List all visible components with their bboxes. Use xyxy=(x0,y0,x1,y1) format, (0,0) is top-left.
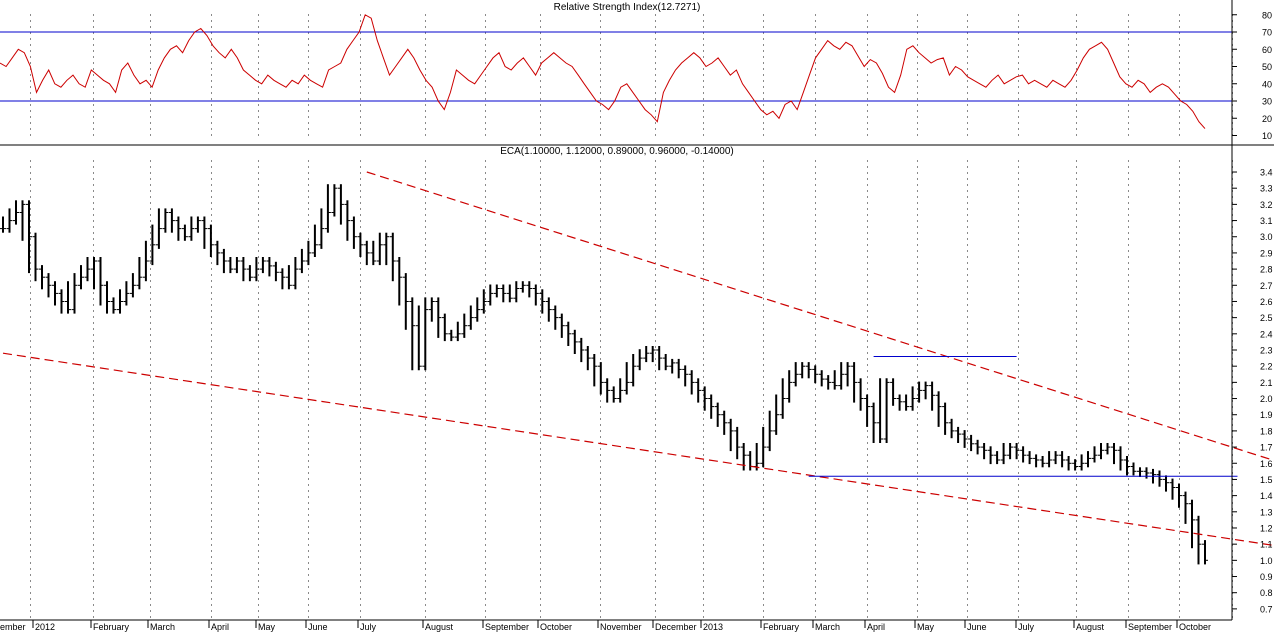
x-tick-label: July xyxy=(1018,622,1035,632)
price-y-tick-label: 1.3 xyxy=(1260,507,1273,517)
price-y-tick-label: 0.7 xyxy=(1260,604,1273,614)
price-y-tick-label: 2.8 xyxy=(1260,265,1273,275)
rsi-y-tick-label: 80 xyxy=(1262,10,1272,20)
price-y-tick-label: 2.2 xyxy=(1260,362,1273,372)
price-y-tick-label: 1.8 xyxy=(1260,426,1273,436)
rsi-y-tick-label: 60 xyxy=(1262,45,1272,55)
x-tick-label: August xyxy=(1076,622,1105,632)
x-tick-label: November xyxy=(600,622,642,632)
x-tick-label: June xyxy=(308,622,328,632)
rsi-title: Relative Strength Index(12.7271) xyxy=(554,2,701,13)
price-y-tick-label: 1.7 xyxy=(1260,443,1273,453)
x-tick-label: July xyxy=(360,622,377,632)
price-y-tick-label: 2.9 xyxy=(1260,248,1273,258)
price-y-tick-label: 2.1 xyxy=(1260,378,1273,388)
trendline xyxy=(2,352,1274,547)
price-y-tick-label: 0.8 xyxy=(1260,588,1273,598)
price-y-axis: 0.7 0.8 0.9 1.0 1.1 1.2 1.3 1.4 1.5 1.6 1.7 1.8 1.9 2… xyxy=(1232,168,1273,614)
support-resistance-levels xyxy=(808,356,1238,477)
x-tick-label: March xyxy=(150,622,175,632)
price-y-tick-label: 2.5 xyxy=(1260,313,1273,323)
x-tick-label: September xyxy=(485,622,529,632)
x-tick-label: February xyxy=(93,622,130,632)
price-y-tick-label: 1.4 xyxy=(1260,491,1273,501)
trendline xyxy=(366,171,1274,462)
price-y-tick-label: 2.4 xyxy=(1260,329,1273,339)
price-y-tick-label: 1.0 xyxy=(1260,556,1273,566)
price-y-tick-label: 1.6 xyxy=(1260,459,1273,469)
rsi-y-tick-label: 30 xyxy=(1262,97,1272,107)
price-panel: ECA(1.10000, 1.12000, 0.89000, 0.96000, … xyxy=(0,146,1274,620)
price-y-tick-label: 0.9 xyxy=(1260,572,1273,582)
x-tick-label: December xyxy=(655,622,697,632)
x-tick-label: 2013 xyxy=(703,622,723,632)
rsi-y-axis: 10 20 30 40 50 60 70 80 xyxy=(1232,10,1272,141)
price-y-tick-label: 3.1 xyxy=(1260,216,1273,226)
price-y-tick-label: 1.5 xyxy=(1260,475,1273,485)
price-y-tick-label: 1.9 xyxy=(1260,410,1273,420)
x-tick-label: May xyxy=(258,622,276,632)
x-tick-label: June xyxy=(967,622,987,632)
price-y-tick-label: 2.7 xyxy=(1260,281,1273,291)
x-tick-label: March xyxy=(815,622,840,632)
price-y-tick-label: 3.2 xyxy=(1260,200,1273,210)
rsi-series xyxy=(0,14,1206,129)
x-tick-label: April xyxy=(867,622,885,632)
x-tick-label: April xyxy=(211,622,229,632)
price-y-tick-label: 3.3 xyxy=(1260,184,1273,194)
x-tick-label: ember xyxy=(0,622,26,632)
x-tick-label: February xyxy=(763,622,800,632)
rsi-vertical-gridlines xyxy=(30,14,1233,140)
x-tick-label: September xyxy=(1128,622,1172,632)
rsi-y-tick-label: 70 xyxy=(1262,28,1272,38)
rsi-line xyxy=(0,14,1206,129)
x-tick-label: October xyxy=(1179,622,1211,632)
price-y-tick-label: 1.1 xyxy=(1260,540,1273,550)
rsi-y-tick-label: 20 xyxy=(1262,114,1272,124)
price-y-tick-label: 1.2 xyxy=(1260,523,1273,533)
rsi-panel: Relative Strength Index(12.7271) 10 20 30 4… xyxy=(0,2,1272,141)
price-bars xyxy=(0,184,1208,565)
trendlines xyxy=(2,171,1274,547)
price-y-tick-label: 3.4 xyxy=(1260,168,1273,178)
x-tick-label: 2012 xyxy=(35,622,55,632)
price-title: ECA(1.10000, 1.12000, 0.89000, 0.96000, … xyxy=(500,146,734,157)
rsi-y-tick-label: 50 xyxy=(1262,62,1272,72)
rsi-y-tick-label: 40 xyxy=(1262,79,1272,89)
x-tick-label: August xyxy=(425,622,454,632)
price-vertical-gridlines xyxy=(30,160,1233,620)
x-tick-label: October xyxy=(540,622,572,632)
price-y-tick-label: 2.3 xyxy=(1260,346,1273,356)
x-tick-label: May xyxy=(917,622,935,632)
x-axis: ember 2012 February March April May June July Au… xyxy=(0,620,1211,632)
rsi-y-tick-label: 10 xyxy=(1262,131,1272,141)
price-y-tick-label: 3.0 xyxy=(1260,232,1273,242)
price-y-tick-label: 2.6 xyxy=(1260,297,1273,307)
price-y-tick-label: 2.0 xyxy=(1260,394,1273,404)
